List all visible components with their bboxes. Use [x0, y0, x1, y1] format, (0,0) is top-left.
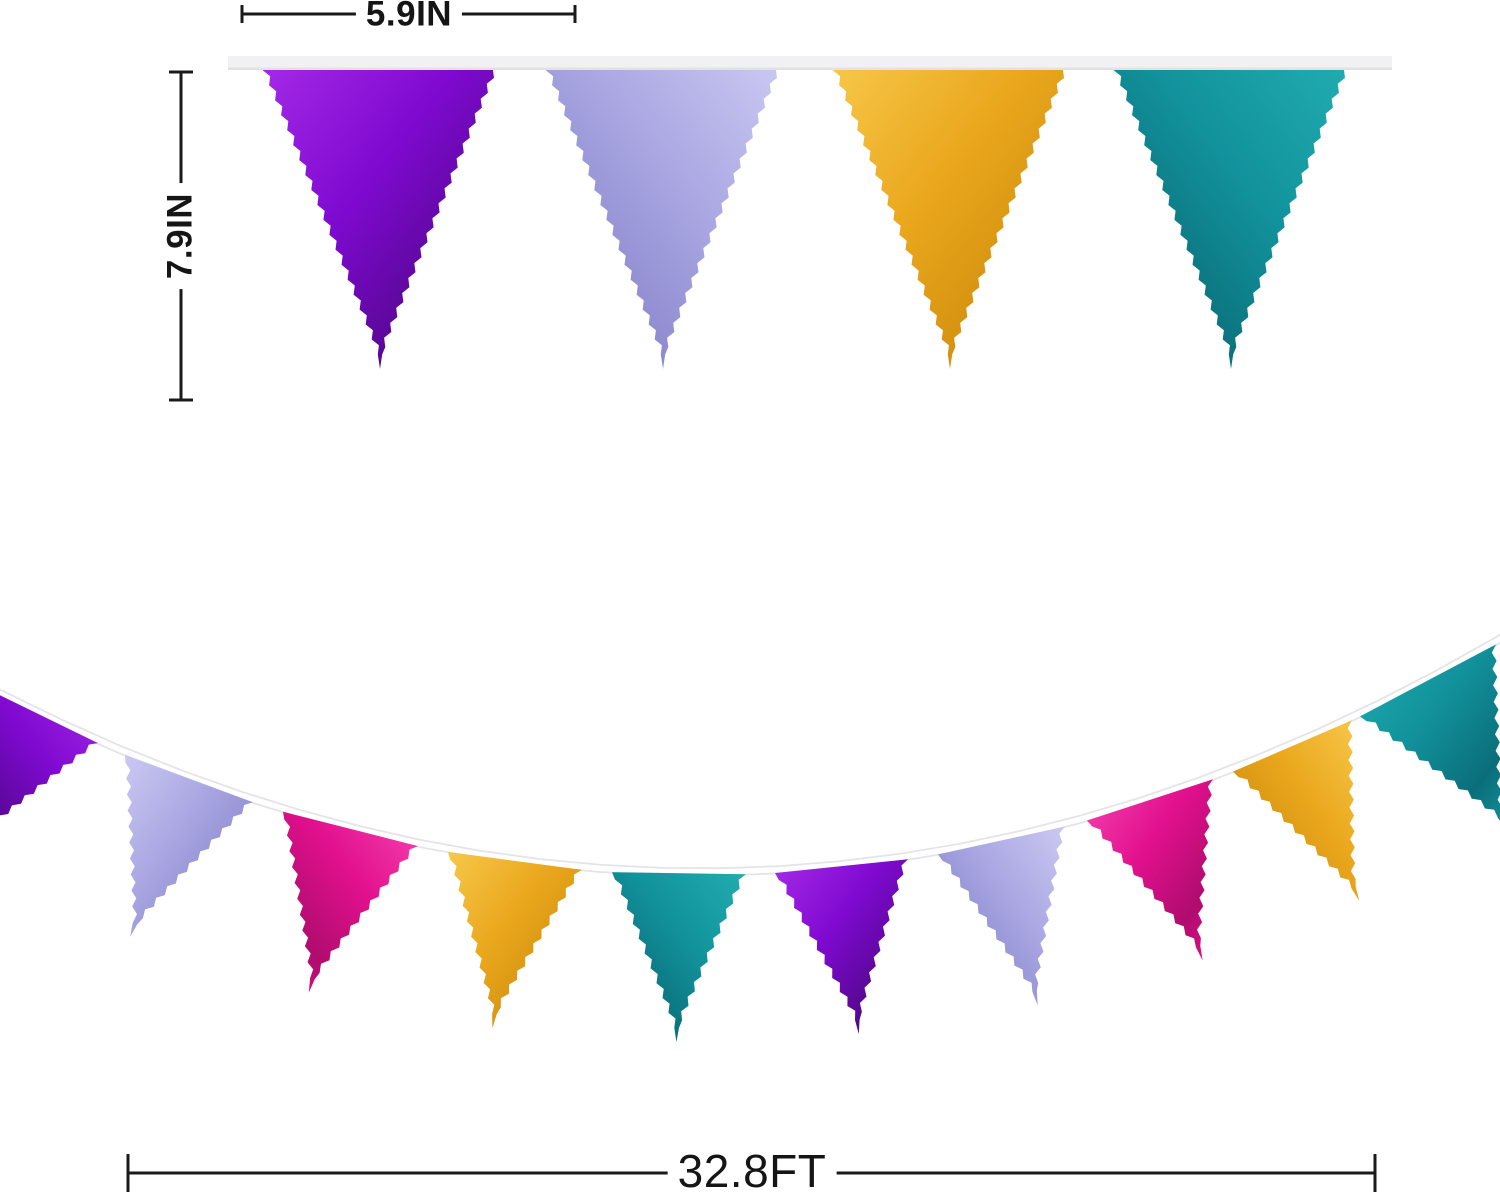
pennant-magenta	[1087, 779, 1213, 961]
pennant-purple	[260, 63, 500, 369]
pennant-purple	[775, 859, 908, 1035]
banner-length-dimension-label: 32.8FT	[667, 1147, 837, 1195]
pennant-gold	[1233, 720, 1360, 902]
flag-height-dimension-label: 7.9IN	[161, 182, 200, 290]
bottom-garland-flags	[0, 644, 1500, 1043]
pennant-teal	[1360, 644, 1500, 821]
top-garland-flags	[260, 63, 1351, 369]
pennant-lavender	[125, 754, 253, 937]
pennant-gold	[830, 63, 1070, 369]
garland-string-core	[0, 635, 1500, 875]
top-garland-ribbon	[228, 56, 1392, 70]
ribbon-strip-shadow	[228, 67, 1392, 70]
pennant-teal	[612, 872, 746, 1043]
ribbon-strip	[228, 56, 1392, 70]
flag-width-dimension-label: 5.9IN	[355, 0, 463, 34]
garland-string	[0, 633, 1500, 877]
pennant-teal	[1111, 63, 1351, 369]
pennant-lavender	[543, 63, 783, 369]
pennant-lavender	[938, 826, 1065, 1006]
pennant-purple	[0, 695, 98, 816]
pennant-gold	[448, 851, 582, 1029]
pennant-magenta	[283, 811, 418, 993]
